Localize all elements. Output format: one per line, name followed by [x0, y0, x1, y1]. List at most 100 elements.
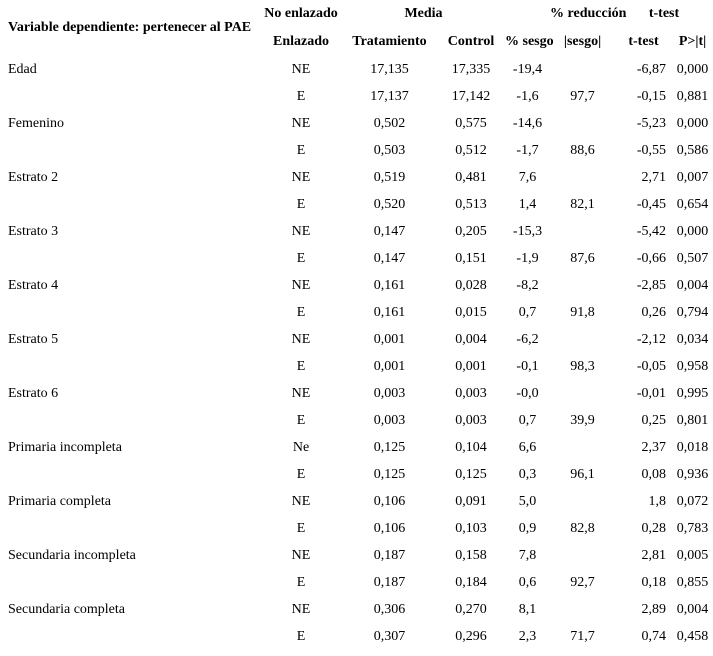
- tratamiento-cell: 0,306: [373, 601, 406, 617]
- table-row: E 0,161 0,015 0,7 91,8 0,26 0,794: [0, 299, 713, 326]
- muestra-cell: NE: [291, 601, 311, 617]
- sesgo-cell: 0,9: [518, 520, 537, 536]
- variable-cell: Secundaria incompleta: [8, 547, 136, 563]
- ttest-cell: -5,42: [636, 223, 667, 239]
- ttest-cell: -0,15: [636, 88, 667, 104]
- header-t-test-group: t-test: [648, 6, 680, 21]
- pvalue-cell: 0,654: [676, 196, 709, 212]
- control-cell: 0,481: [455, 169, 487, 185]
- control-cell: 0,001: [455, 358, 487, 374]
- reduccion-cell: [550, 110, 615, 137]
- sesgo-cell: -1,9: [516, 250, 539, 266]
- control-cell: 0,104: [455, 439, 487, 455]
- pvalue-cell: 0,783: [676, 520, 709, 536]
- tratamiento-cell: 0,125: [373, 439, 406, 455]
- variable-cell: [0, 299, 260, 326]
- muestra-cell: NE: [291, 547, 311, 563]
- muestra-cell: E: [296, 88, 306, 104]
- variable-cell: Primaria completa: [8, 493, 112, 509]
- ttest-cell: -6,87: [636, 61, 667, 77]
- table-row: E 0,003 0,003 0,7 39,9 0,25 0,801: [0, 407, 713, 434]
- variable-cell: [0, 191, 260, 218]
- reduccion-cell: 97,7: [570, 88, 595, 104]
- variable-cell: Femenino: [8, 115, 64, 131]
- sesgo-cell: -0,0: [516, 385, 539, 401]
- tratamiento-cell: 0,519: [373, 169, 406, 185]
- reduccion-cell: 98,3: [570, 358, 595, 374]
- sesgo-cell: -15,3: [512, 223, 543, 239]
- sesgo-cell: -8,2: [516, 277, 539, 293]
- table-row: E 0,503 0,512 -1,7 88,6 -0,55 0,586: [0, 137, 713, 164]
- header-enlazado: Enlazado: [272, 34, 329, 49]
- pvalue-cell: 0,005: [676, 547, 709, 563]
- reduccion-cell: [550, 596, 615, 623]
- header-row-1: Variable dependiente: pertenecer al PAE …: [0, 0, 713, 35]
- ttest-cell: 0,08: [641, 466, 667, 482]
- variable-cell: [0, 245, 260, 272]
- table-row: Estrato 6 NE 0,003 0,003 -0,0 -0,01 0,99…: [0, 380, 713, 407]
- ttest-cell: -2,12: [636, 331, 667, 347]
- muestra-cell: E: [296, 628, 306, 644]
- header-pct-reduccion: % reducción: [550, 6, 627, 21]
- ttest-cell: 2,71: [641, 169, 667, 185]
- muestra-cell: E: [296, 520, 306, 536]
- reduccion-cell: [550, 380, 615, 407]
- table-row: Secundaria completa NE 0,306 0,270 8,1 2…: [0, 596, 713, 623]
- pvalue-cell: 0,958: [676, 358, 709, 374]
- ttest-cell: 2,81: [641, 547, 667, 563]
- control-cell: 0,003: [455, 412, 487, 428]
- variable-cell: [0, 353, 260, 380]
- header-spacer: [505, 0, 550, 28]
- muestra-cell: E: [296, 574, 306, 590]
- table-row: E 0,147 0,151 -1,9 87,6 -0,66 0,507: [0, 245, 713, 272]
- tratamiento-cell: 0,307: [373, 628, 406, 644]
- header-p-value: P>|t|: [678, 34, 707, 49]
- pvalue-cell: 0,586: [676, 142, 709, 158]
- reduccion-cell: 71,7: [570, 628, 595, 644]
- pvalue-cell: 0,018: [676, 439, 709, 455]
- muestra-cell: E: [296, 412, 306, 428]
- sesgo-cell: -14,6: [512, 115, 543, 131]
- sesgo-cell: -0,1: [516, 358, 539, 374]
- table-row: Primaria completa NE 0,106 0,091 5,0 1,8…: [0, 488, 713, 515]
- muestra-cell: E: [296, 466, 306, 482]
- control-cell: 17,335: [451, 61, 491, 77]
- table-row: E 0,187 0,184 0,6 92,7 0,18 0,855: [0, 569, 713, 596]
- reduccion-cell: [550, 218, 615, 245]
- sesgo-cell: 0,3: [518, 466, 537, 482]
- table-row: Estrato 2 NE 0,519 0,481 7,6 2,71 0,007: [0, 164, 713, 191]
- pvalue-cell: 0,794: [676, 304, 709, 320]
- control-cell: 0,151: [455, 250, 487, 266]
- variable-cell: Primaria incompleta: [8, 439, 122, 455]
- sesgo-cell: -19,4: [512, 61, 543, 77]
- table-row: E 0,106 0,103 0,9 82,8 0,28 0,783: [0, 515, 713, 542]
- control-cell: 0,270: [455, 601, 487, 617]
- ttest-cell: 2,89: [641, 601, 667, 617]
- reduccion-cell: 82,8: [570, 520, 595, 536]
- sesgo-cell: -1,7: [516, 142, 539, 158]
- dependent-variable-label: Variable dependiente: pertenecer al PAE: [8, 20, 252, 35]
- reduccion-cell: 96,1: [570, 466, 595, 482]
- tratamiento-cell: 0,147: [373, 250, 406, 266]
- variable-cell: [0, 83, 260, 110]
- pvalue-cell: 0,000: [676, 115, 709, 131]
- pvalue-cell: 0,000: [676, 223, 709, 239]
- control-cell: 0,296: [455, 628, 487, 644]
- header-t-test: t-test: [628, 34, 659, 49]
- table-row: Estrato 5 NE 0,001 0,004 -6,2 -2,12 0,03…: [0, 326, 713, 353]
- tratamiento-cell: 0,001: [373, 358, 406, 374]
- pvalue-cell: 0,072: [676, 493, 709, 509]
- control-cell: 0,184: [455, 574, 487, 590]
- table-row: Femenino NE 0,502 0,575 -14,6 -5,23 0,00…: [0, 110, 713, 137]
- table-row: Estrato 4 NE 0,161 0,028 -8,2 -2,85 0,00…: [0, 272, 713, 299]
- header-abs-sesgo: |sesgo|: [563, 34, 602, 49]
- pvalue-cell: 0,458: [676, 628, 709, 644]
- tratamiento-cell: 0,106: [373, 520, 406, 536]
- tratamiento-cell: 0,187: [373, 547, 406, 563]
- pvalue-cell: 0,034: [676, 331, 709, 347]
- control-cell: 0,028: [455, 277, 487, 293]
- muestra-cell: NE: [291, 61, 311, 77]
- variable-cell: [0, 137, 260, 164]
- control-cell: 0,125: [455, 466, 487, 482]
- control-cell: 0,513: [455, 196, 487, 212]
